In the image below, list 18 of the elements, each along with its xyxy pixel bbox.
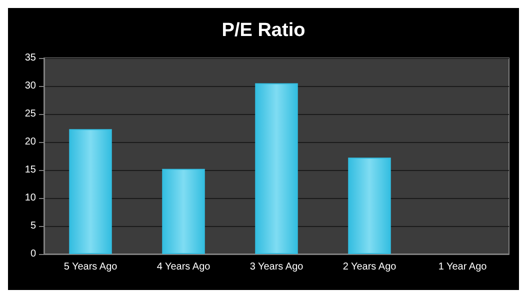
y-tick-label: 30 <box>24 80 36 92</box>
bar <box>69 129 112 254</box>
x-tick-label: 3 Years Ago <box>250 262 304 272</box>
y-tick-label: 0 <box>30 248 36 260</box>
y-tick-label: 20 <box>24 136 36 148</box>
bar <box>348 158 391 254</box>
x-tick-label: 1 Year Ago <box>438 262 488 272</box>
x-tick-label: 2 Years Ago <box>342 262 397 272</box>
y-tick-label: 35 <box>24 52 36 64</box>
y-tick-label: 5 <box>30 220 36 232</box>
bar <box>255 83 298 254</box>
y-tick-label: 15 <box>24 164 36 176</box>
x-tick-label: 5 Years Ago <box>64 262 118 272</box>
bar <box>162 168 205 254</box>
x-tick-label: 4 Years Ago <box>156 262 211 272</box>
y-tick-label: 25 <box>24 108 36 120</box>
chart-title: P/E Ratio <box>222 20 306 41</box>
y-tick-label: 10 <box>24 192 36 204</box>
